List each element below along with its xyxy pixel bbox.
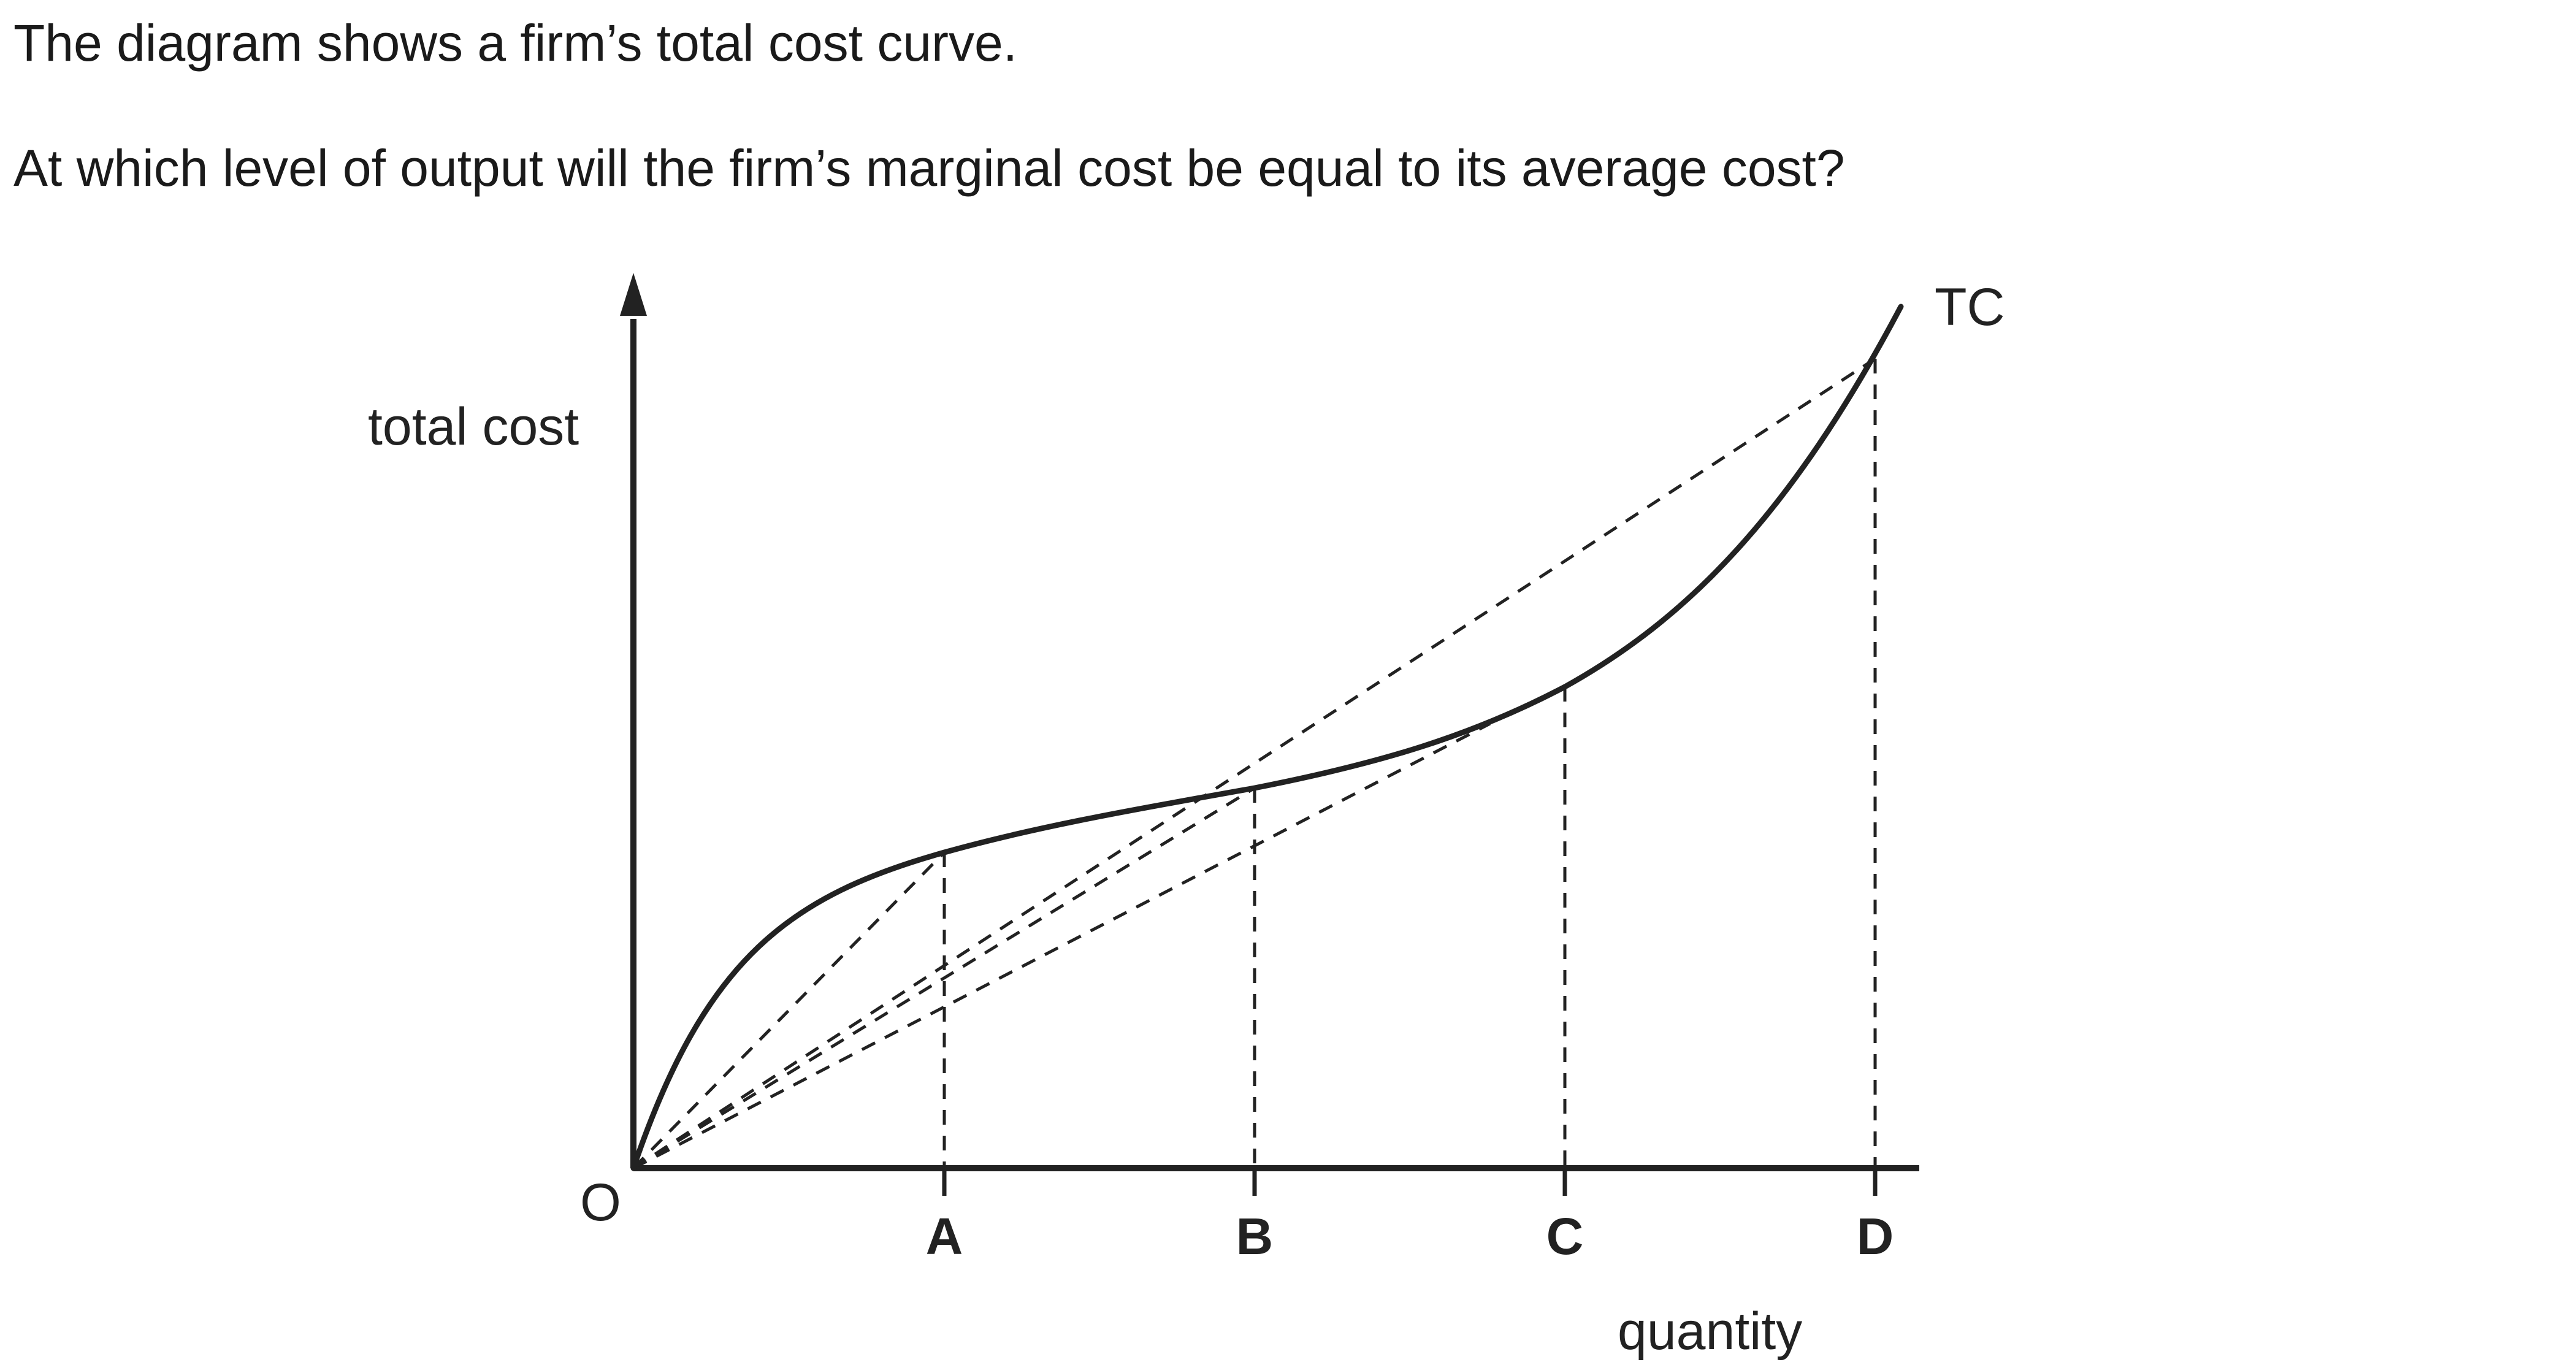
x-axis-label: quantity bbox=[1618, 1302, 1802, 1361]
ray-tangent-c bbox=[632, 722, 1491, 1170]
y-axis-label: total cost bbox=[368, 397, 579, 456]
point-label-d: D bbox=[1857, 1207, 1894, 1265]
total-cost-curve bbox=[630, 304, 1904, 1171]
y-axis-arrowhead bbox=[620, 273, 647, 316]
ray-to-b bbox=[632, 786, 1256, 1170]
question-intro: The diagram shows a firm’s total cost cu… bbox=[13, 14, 1018, 72]
curve-label: TC bbox=[1935, 278, 2005, 337]
rays-from-origin bbox=[632, 357, 1876, 1170]
point-label-a: A bbox=[926, 1207, 963, 1265]
x-axis-ticks bbox=[942, 1168, 1878, 1196]
point-label-b: B bbox=[1236, 1207, 1274, 1265]
vertical-dashed-lines bbox=[942, 359, 1877, 1168]
origin-label: O bbox=[580, 1173, 621, 1232]
point-label-c: C bbox=[1546, 1207, 1584, 1265]
ray-to-a bbox=[632, 851, 946, 1169]
question-prompt: At which level of output will the firm’s… bbox=[13, 139, 1845, 197]
